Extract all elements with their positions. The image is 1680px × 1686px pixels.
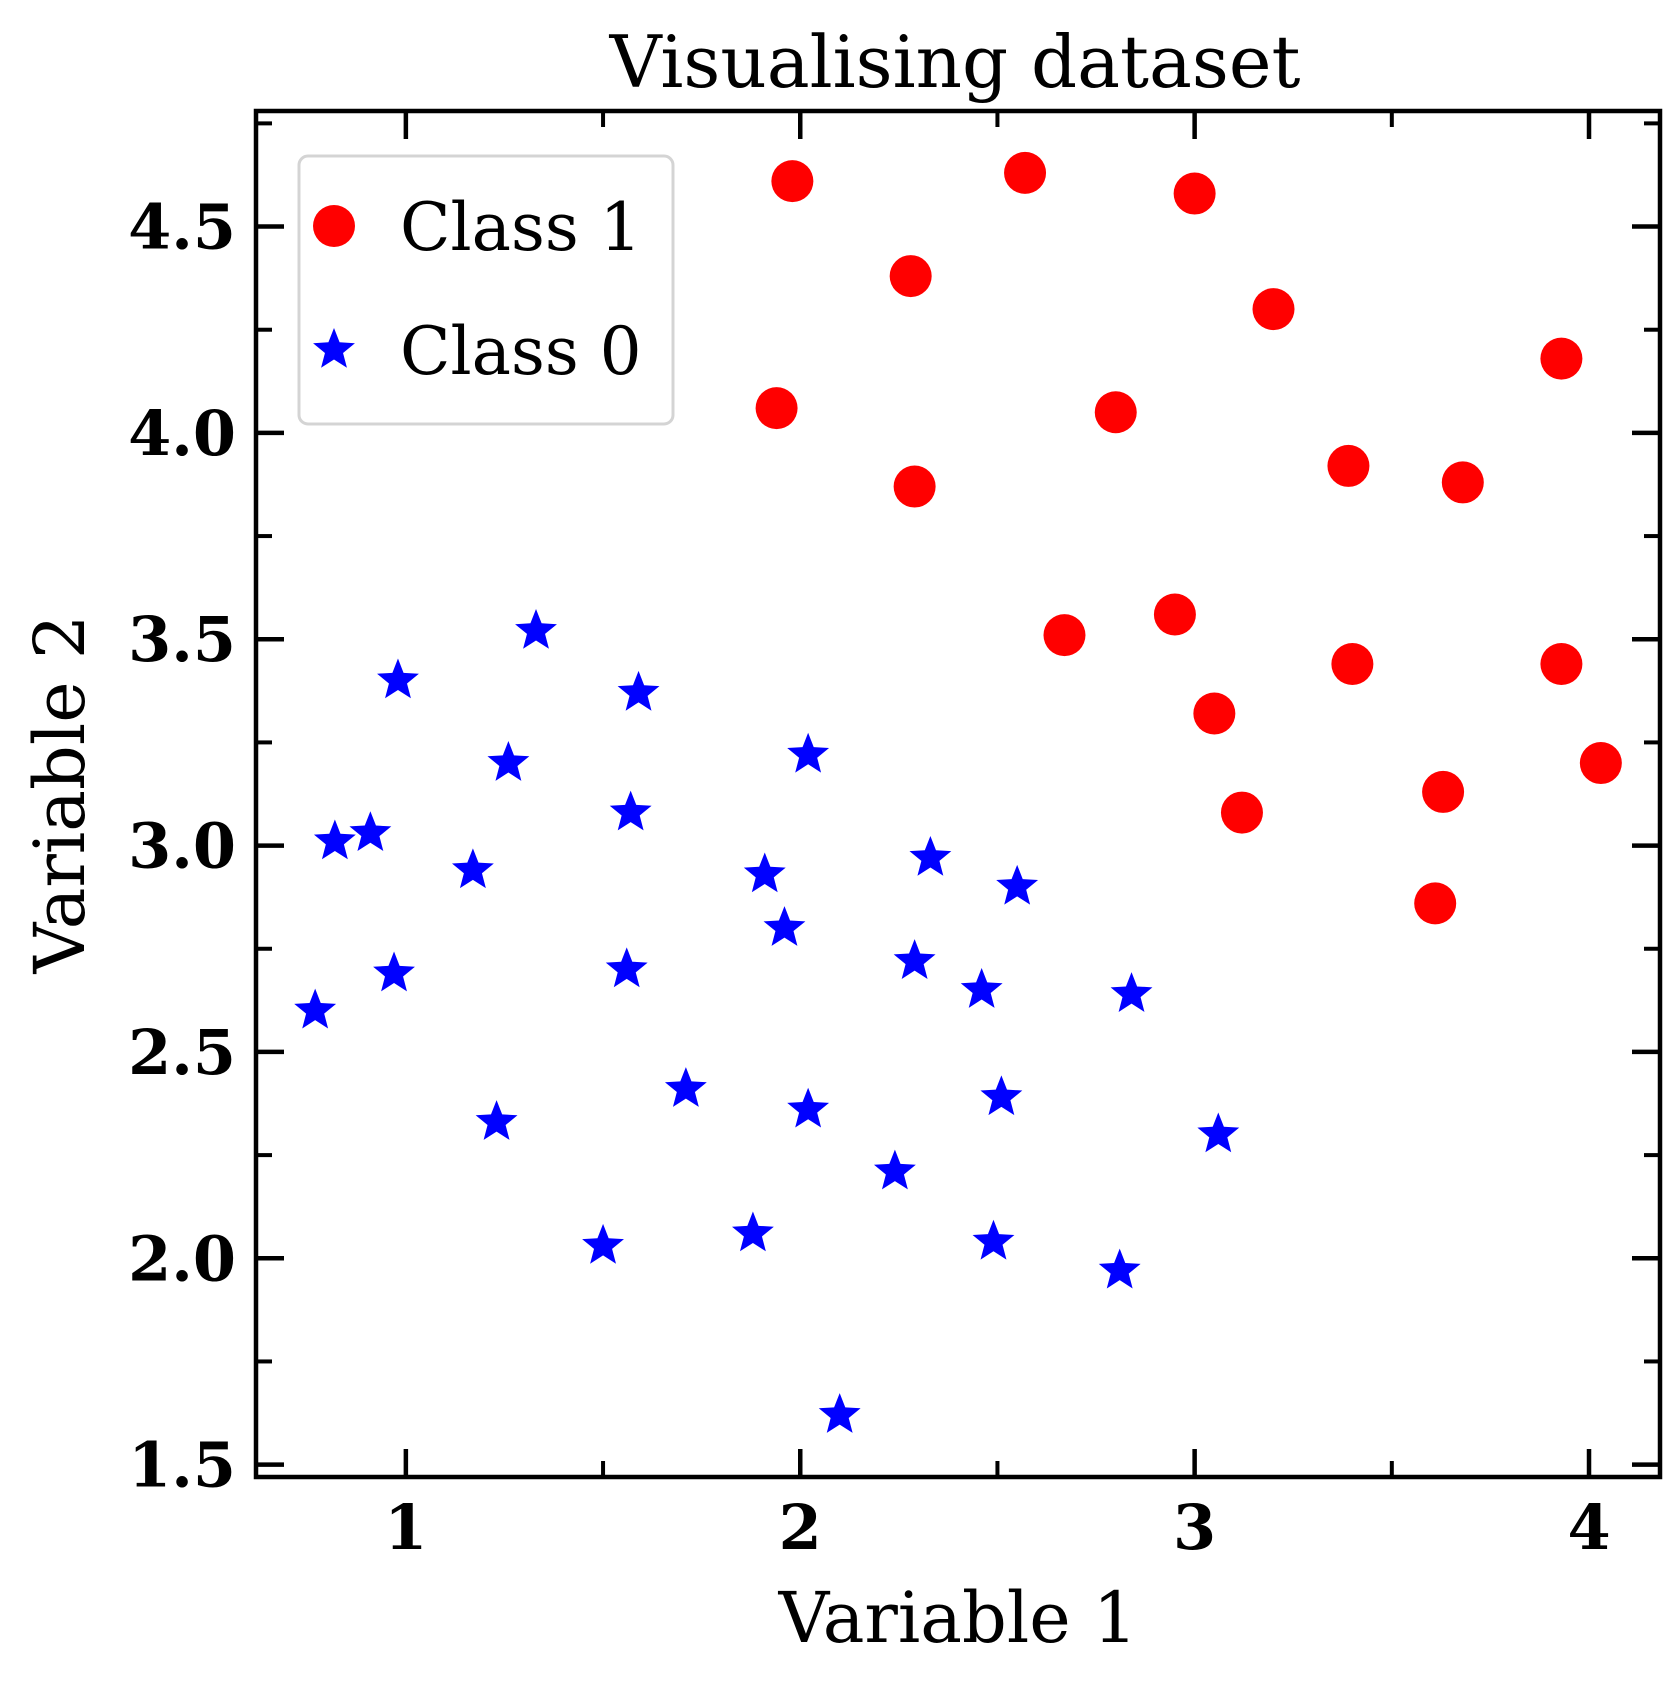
legend-label: Class 0 [400, 313, 642, 390]
class-1-point [1043, 614, 1086, 657]
class-1-point [755, 387, 798, 430]
class-1-point [889, 255, 932, 298]
class-1-point [1331, 643, 1374, 686]
legend-marker [313, 205, 355, 247]
class-1-point [1252, 288, 1295, 331]
legend-marker [313, 328, 355, 368]
class-0-point [377, 658, 419, 699]
class-1-point [1094, 391, 1137, 434]
class-0-point [349, 811, 392, 851]
x-tick-label: 4 [1567, 1491, 1610, 1564]
class-0-point [743, 852, 786, 893]
class-1-point [1193, 692, 1236, 735]
x-tick-label: 3 [1173, 1491, 1216, 1564]
y-tick-label: 3.0 [128, 810, 236, 883]
class-1-point [1327, 444, 1370, 487]
class-0-point [960, 968, 1003, 1008]
class-0-point [313, 819, 356, 860]
chart-title: Visualising dataset [609, 20, 1301, 104]
class-0-point [373, 951, 415, 992]
y-tick-label: 2.0 [128, 1222, 236, 1295]
class-1-point [1540, 643, 1583, 686]
series-1 [755, 151, 1622, 925]
class-1-point [1579, 742, 1622, 785]
class-0-point [972, 1219, 1015, 1260]
class-0-point [873, 1149, 916, 1190]
x-tick-label: 2 [779, 1491, 822, 1564]
class-1-point [893, 465, 936, 508]
class-1-point [1153, 593, 1196, 636]
x-axis-label: Variable 1 [778, 1577, 1138, 1659]
class-0-point [451, 848, 494, 889]
y-tick-label: 3.5 [128, 603, 236, 676]
x-tick-label: 1 [384, 1491, 427, 1564]
axes-group: 1 2 3 4 1.5 2.0 2.5 3.0 3.5 4.0 4.5 [128, 111, 1660, 1564]
class-0-point [605, 947, 648, 988]
y-tick-label: 4.5 [128, 191, 236, 264]
class-0-point [515, 608, 557, 649]
class-0-point [732, 1211, 774, 1252]
y-axis-label: Variable 2 [19, 615, 101, 975]
class-1-point [1220, 791, 1263, 834]
class-0-point [787, 1087, 830, 1128]
class-0-point [487, 741, 530, 781]
class-1-point [1422, 770, 1465, 813]
class-0-point [1110, 972, 1153, 1012]
class-0-point [582, 1223, 624, 1264]
class-0-point [609, 790, 652, 831]
class-0-point [475, 1100, 518, 1140]
points-group [294, 151, 1622, 1433]
class-0-point [664, 1067, 707, 1107]
class-0-point [996, 864, 1039, 905]
class-0-point [617, 670, 660, 711]
class-0-point [818, 1393, 861, 1433]
series-2 [294, 608, 1240, 1433]
class-1-point [771, 160, 814, 203]
class-1-point [1540, 337, 1583, 380]
class-0-point [763, 906, 806, 946]
class-1-point [1173, 172, 1216, 215]
legend-box [297, 154, 675, 426]
legend: Class 1 Class 0 [297, 154, 675, 426]
class-0-point [294, 988, 337, 1029]
plot-frame [253, 108, 1663, 1480]
y-tick-label: 4.0 [128, 397, 236, 470]
class-0-point [893, 939, 936, 979]
class-1-point [1004, 151, 1047, 194]
legend-label: Class 1 [400, 189, 642, 266]
class-0-point [980, 1075, 1023, 1116]
class-1-point [1441, 461, 1484, 504]
class-0-point [909, 835, 952, 876]
class-0-point [1098, 1248, 1141, 1289]
class-0-point [787, 732, 830, 773]
class-0-point [1197, 1112, 1240, 1153]
y-tick-label: 1.5 [128, 1429, 236, 1502]
y-tick-label: 2.5 [128, 1016, 236, 1089]
class-1-point [1414, 882, 1457, 925]
